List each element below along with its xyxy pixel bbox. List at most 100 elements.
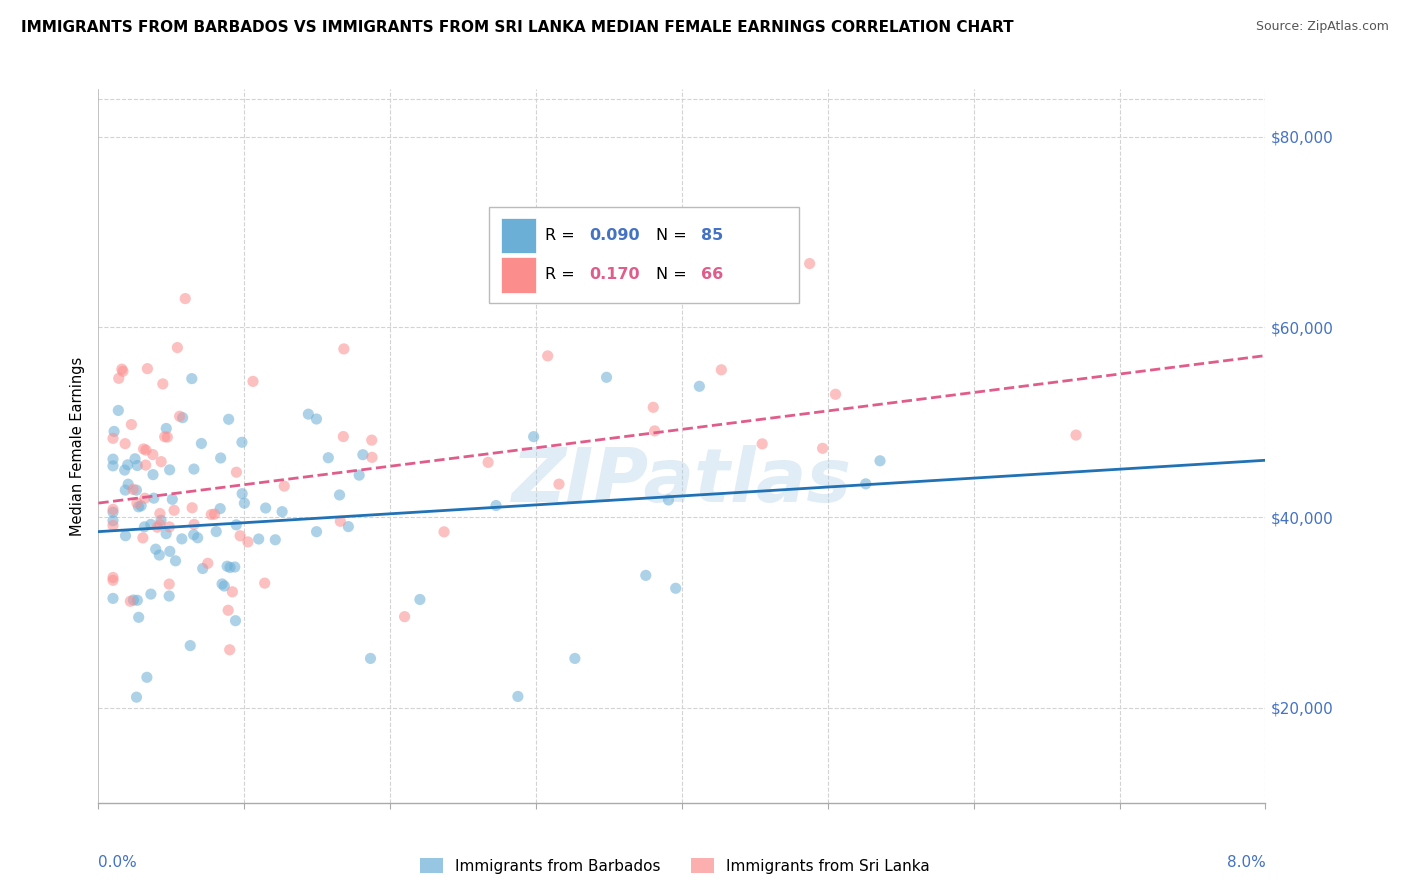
Point <box>183 517 205 532</box>
Point <box>101 502 124 516</box>
Point <box>163 503 186 517</box>
Text: R =: R = <box>546 268 581 282</box>
Point <box>218 412 240 426</box>
Point <box>159 463 181 477</box>
Point <box>360 433 382 447</box>
Point <box>117 458 139 472</box>
Point <box>409 592 432 607</box>
Point <box>643 401 665 415</box>
Point <box>107 371 129 385</box>
Point <box>179 639 201 653</box>
Text: 85: 85 <box>700 228 723 243</box>
Point <box>134 491 156 506</box>
Point <box>214 579 236 593</box>
Point <box>107 403 129 417</box>
Point <box>132 531 155 545</box>
Point <box>159 520 181 534</box>
Point <box>174 292 197 306</box>
Point <box>318 450 340 465</box>
Point <box>129 499 152 513</box>
Point <box>136 361 159 376</box>
Point <box>150 455 173 469</box>
Point <box>165 554 187 568</box>
Point <box>146 520 169 534</box>
Point <box>142 448 165 462</box>
Point <box>657 492 679 507</box>
Point <box>231 435 253 450</box>
Point <box>329 514 352 528</box>
Point <box>254 501 277 516</box>
Point <box>117 477 139 491</box>
Point <box>190 436 212 450</box>
Point <box>101 570 124 584</box>
Text: N =: N = <box>657 268 692 282</box>
Point <box>433 524 456 539</box>
Text: IMMIGRANTS FROM BARBADOS VS IMMIGRANTS FROM SRI LANKA MEDIAN FEMALE EARNINGS COR: IMMIGRANTS FROM BARBADOS VS IMMIGRANTS F… <box>21 20 1014 35</box>
Point <box>157 589 180 603</box>
Point <box>333 342 356 356</box>
Point <box>101 452 124 467</box>
Point <box>710 363 733 377</box>
Point <box>149 517 172 532</box>
Point <box>751 437 773 451</box>
Point <box>236 534 259 549</box>
Point <box>180 371 202 385</box>
Point <box>209 450 232 465</box>
Point <box>271 505 294 519</box>
Point <box>347 468 370 483</box>
Point <box>361 450 384 465</box>
Legend: Immigrants from Barbados, Immigrants from Sri Lanka: Immigrants from Barbados, Immigrants fro… <box>413 852 936 880</box>
Point <box>183 462 205 476</box>
Point <box>120 417 142 432</box>
Text: 8.0%: 8.0% <box>1226 855 1265 870</box>
Point <box>229 529 252 543</box>
Point <box>506 690 529 704</box>
Text: 0.170: 0.170 <box>589 268 640 282</box>
Point <box>200 508 222 522</box>
Point <box>548 477 571 491</box>
Point <box>135 458 157 472</box>
Point <box>101 514 124 528</box>
Point <box>394 609 416 624</box>
Point <box>122 593 145 607</box>
Point <box>183 528 205 542</box>
Point <box>170 532 193 546</box>
Point <box>869 454 891 468</box>
Point <box>221 584 243 599</box>
Point <box>128 500 150 514</box>
Text: N =: N = <box>657 228 692 243</box>
Point <box>153 430 176 444</box>
Point <box>134 520 156 534</box>
Point <box>205 524 228 539</box>
Point <box>665 581 688 595</box>
Point <box>127 458 149 473</box>
Point <box>811 442 834 456</box>
Point <box>155 526 177 541</box>
Point <box>135 670 157 684</box>
Point <box>169 409 191 424</box>
Point <box>197 556 219 570</box>
Point <box>181 500 204 515</box>
Point <box>352 448 374 462</box>
Point <box>149 507 172 521</box>
Point <box>242 375 264 389</box>
Point <box>218 642 240 657</box>
Point <box>595 370 617 384</box>
Point <box>124 451 146 466</box>
Point <box>114 436 136 450</box>
Point <box>172 410 194 425</box>
Point <box>125 690 148 705</box>
Point <box>101 458 124 473</box>
Point <box>120 594 142 608</box>
Point <box>101 591 124 606</box>
Point <box>537 349 560 363</box>
Point <box>328 488 350 502</box>
Point <box>101 505 124 519</box>
Point <box>187 531 209 545</box>
Point <box>305 412 328 426</box>
Point <box>824 387 846 401</box>
Point <box>111 362 134 376</box>
Bar <box>501 257 536 293</box>
Point <box>139 587 162 601</box>
Point <box>233 496 256 510</box>
